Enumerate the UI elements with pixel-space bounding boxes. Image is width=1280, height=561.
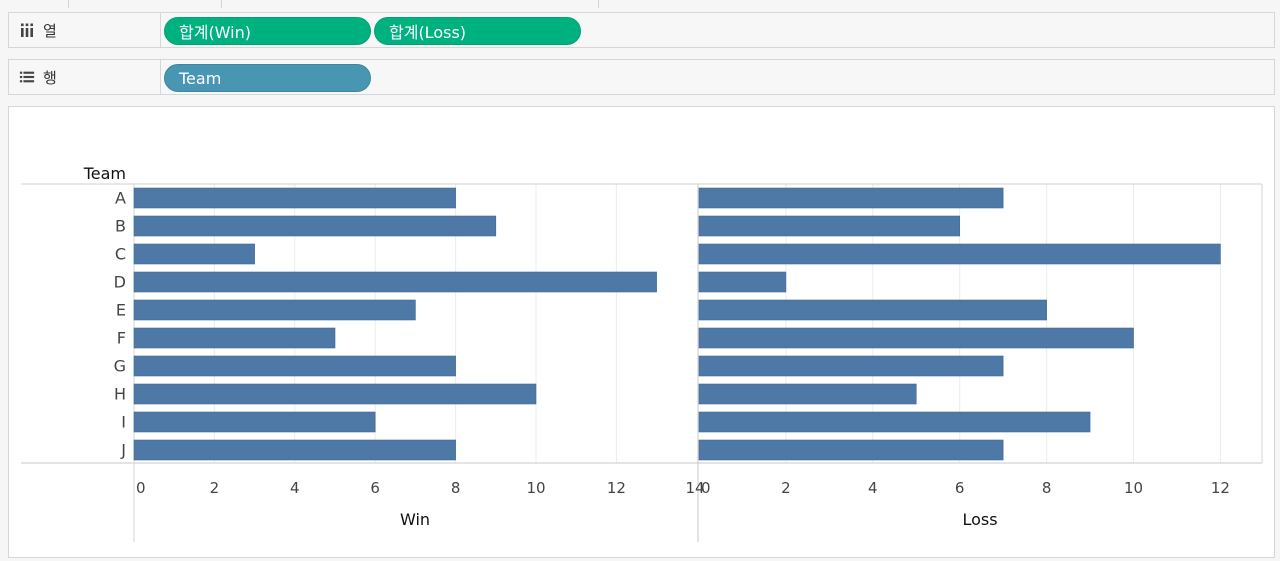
bar [698, 215, 961, 237]
bar [698, 355, 1004, 377]
bar [698, 187, 1004, 209]
x-tick-label: 14 [685, 479, 704, 497]
category-label: F [117, 329, 126, 348]
x-tick-label: 8 [1042, 479, 1052, 497]
x-tick-label: 4 [290, 479, 300, 497]
x-tick-label: 10 [1124, 479, 1143, 497]
rows-icon [19, 69, 35, 85]
columns-shelf[interactable]: 열 합계(Win) 합계(Loss) [8, 12, 1275, 48]
top-strip [0, 0, 1280, 9]
viz-canvas: Team 0 2 4 6 8 10 12 14 0 2 4 6 8 10 12 A B C D E F G H I J Win … [8, 106, 1275, 558]
bar [133, 243, 255, 265]
bar [133, 299, 416, 321]
bar [133, 383, 537, 405]
x-tick-label: 8 [451, 479, 461, 497]
category-label: I [121, 413, 126, 432]
strip-divider [598, 0, 599, 8]
category-label: E [116, 301, 126, 320]
x-tick-label: 2 [781, 479, 791, 497]
bar [133, 215, 497, 237]
row-header-team: Team [83, 164, 126, 183]
category-label: G [114, 357, 126, 376]
bar [133, 327, 336, 349]
pill-sum-win[interactable]: 합계(Win) [164, 17, 371, 45]
bar [698, 271, 787, 293]
category-label: D [114, 273, 126, 292]
rows-label: 행 [43, 68, 57, 87]
bar [698, 411, 1091, 433]
rows-shelf[interactable]: 행 Team [8, 59, 1275, 95]
x-tick-label: 6 [370, 479, 380, 497]
bar [698, 299, 1047, 321]
columns-icon [19, 22, 35, 38]
bar [133, 271, 657, 293]
x-tick-label: 12 [607, 479, 626, 497]
columns-shelf-label: 열 [9, 13, 161, 47]
x-tick-label: 0 [701, 479, 711, 497]
bars [133, 187, 1221, 461]
category-label: J [120, 441, 126, 460]
category-label: A [115, 189, 126, 208]
category-label: H [114, 385, 126, 404]
strip-divider [221, 0, 222, 8]
x-axis-title-win: Win [400, 510, 430, 529]
x-tick-label: 0 [136, 479, 146, 497]
x-axis-title-loss: Loss [962, 510, 997, 529]
columns-label: 열 [43, 21, 57, 40]
strip-divider [68, 0, 69, 8]
x-tick-label: 6 [955, 479, 965, 497]
bar [698, 383, 917, 405]
rows-shelf-label: 행 [9, 60, 161, 94]
bar [698, 439, 1004, 461]
x-tick-label: 12 [1211, 479, 1230, 497]
bar [133, 439, 456, 461]
x-tick-label: 4 [868, 479, 878, 497]
pill-team[interactable]: Team [164, 64, 371, 92]
x-tick-label: 2 [210, 479, 220, 497]
bar [698, 243, 1221, 265]
x-tick-label: 10 [526, 479, 545, 497]
bar [133, 411, 376, 433]
bar [133, 187, 456, 209]
pill-sum-loss[interactable]: 합계(Loss) [374, 17, 581, 45]
category-label: C [115, 245, 126, 264]
category-label: B [115, 217, 126, 236]
chart-frame [21, 183, 1263, 542]
bar [133, 355, 456, 377]
bar [698, 327, 1134, 349]
